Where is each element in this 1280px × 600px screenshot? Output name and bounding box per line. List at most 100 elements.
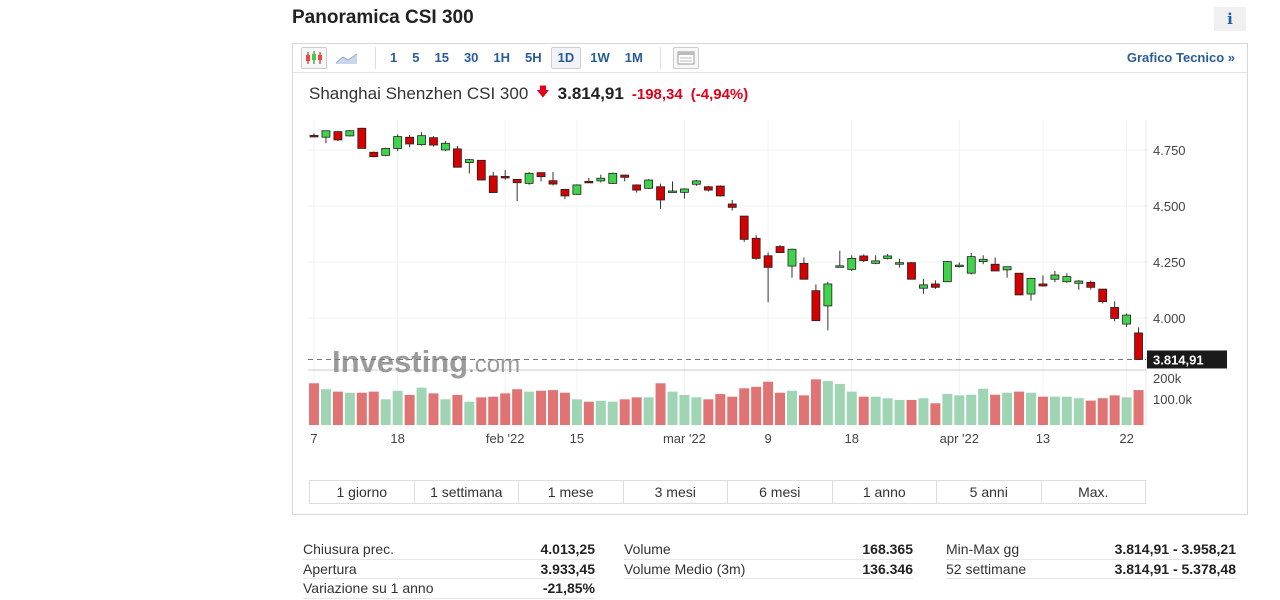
info-icon[interactable]: i: [1214, 7, 1246, 31]
candle-body: [357, 127, 367, 149]
candle: [680, 188, 689, 199]
x-tick-label: 15: [570, 431, 584, 446]
candle-body: [1038, 283, 1048, 287]
interval-1h[interactable]: 1H: [493, 50, 511, 65]
layout-icon[interactable]: [672, 47, 699, 69]
volume-bar: [488, 396, 499, 425]
candle-body: [405, 136, 415, 145]
down-arrow-icon: 🡇: [536, 84, 550, 99]
volume-bar: [1026, 392, 1036, 425]
candle-body: [333, 131, 343, 141]
candle-body: [990, 263, 1000, 272]
candle-body: [751, 237, 761, 259]
candle: [1026, 277, 1036, 301]
stat-label: Apertura: [303, 560, 357, 577]
volume-bar: [595, 400, 606, 425]
candle: [656, 183, 665, 209]
x-tick-label: 18: [845, 431, 859, 446]
range-button[interactable]: 1 giorno: [310, 481, 415, 503]
candle-body: [895, 262, 904, 265]
range-button[interactable]: 5 anni: [937, 481, 1042, 503]
range-button[interactable]: 1 settimana: [415, 481, 519, 503]
candle-body: [476, 159, 486, 181]
candle-body: [1074, 280, 1084, 284]
candle: [978, 255, 988, 265]
candlestick-chart[interactable]: 4.750 4.500 4.250 4.000 7 18 feb '22 15 mar '22 9…: [0, 0, 1280, 470]
stat-value: 4.013,25: [540, 541, 596, 557]
interval-5[interactable]: 5: [412, 50, 420, 65]
candle: [942, 260, 952, 283]
candle: [596, 174, 606, 183]
volume-bar: [751, 386, 762, 425]
volume-bar: [727, 396, 738, 425]
divider: [659, 47, 661, 69]
interval-15[interactable]: 15: [434, 50, 449, 65]
interval-30[interactable]: 30: [463, 50, 479, 65]
volume-bar: [583, 401, 594, 425]
candlestick-icon[interactable]: [301, 47, 327, 69]
volume-bar: [631, 397, 642, 425]
volume-bar: [559, 392, 570, 425]
candle-body: [321, 130, 331, 138]
interval-1m[interactable]: 1M: [624, 50, 643, 65]
candle-body: [907, 262, 916, 280]
candle-body: [536, 172, 546, 178]
range-button[interactable]: 3 mesi: [624, 481, 728, 503]
volume-bar: [452, 394, 463, 425]
candle-body: [596, 177, 606, 182]
y-tick-label: 4.750: [1153, 143, 1186, 158]
volume-bar: [667, 391, 678, 425]
candle-body: [512, 178, 522, 184]
volume-bar: [858, 396, 869, 425]
candle: [1122, 313, 1131, 327]
candle-body: [1110, 307, 1120, 319]
candle: [859, 254, 869, 263]
volume-bar: [416, 387, 427, 425]
volume-bar: [691, 397, 702, 425]
candle: [871, 255, 881, 265]
stat-label: 52 settimane: [946, 560, 1027, 577]
area-chart-icon[interactable]: [327, 51, 367, 65]
interval-1w[interactable]: 1W: [590, 50, 610, 65]
volume-bar: [320, 389, 331, 425]
interval-5h[interactable]: 5H: [525, 50, 542, 65]
candle: [966, 253, 976, 275]
volume-bar: [1097, 398, 1108, 425]
candle: [417, 132, 426, 146]
candle: [393, 134, 403, 152]
y-tick-label: 4.000: [1153, 311, 1186, 326]
candle-body: [548, 180, 558, 185]
interval-1d[interactable]: 1D: [550, 47, 582, 69]
stat-value: 168.365: [862, 541, 913, 557]
volume-tick-label: 100.0k: [1153, 392, 1193, 407]
volume-bar: [1085, 400, 1096, 425]
volume-bar: [548, 390, 558, 425]
volume-bar: [715, 394, 726, 425]
stat-label: Min-Max gg: [946, 541, 1020, 557]
range-button[interactable]: 1 mese: [519, 481, 624, 503]
technical-chart-link[interactable]: Grafico Tecnico »: [1126, 50, 1235, 65]
range-button[interactable]: 6 mesi: [728, 481, 833, 503]
volume-bar: [834, 383, 845, 425]
candle: [405, 134, 415, 148]
candle-body: [931, 283, 940, 288]
volume-bar: [428, 393, 439, 425]
candle-body: [883, 255, 892, 259]
candle: [931, 280, 940, 289]
volume-bar: [440, 399, 451, 425]
candle: [381, 147, 391, 157]
candle: [954, 262, 964, 268]
volume-bar: [1061, 396, 1072, 425]
candle: [1038, 275, 1048, 287]
candle-body: [1014, 272, 1024, 296]
range-button[interactable]: 1 anno: [833, 481, 937, 503]
candle: [369, 151, 379, 158]
candle: [847, 255, 857, 271]
candle-body: [823, 283, 833, 307]
candle-body: [620, 174, 630, 178]
range-button[interactable]: Max.: [1078, 484, 1109, 500]
candle-body: [1098, 288, 1108, 303]
instrument-name: Shanghai Shenzhen CSI 300: [309, 84, 529, 103]
interval-1[interactable]: 1: [390, 50, 398, 65]
candle: [692, 180, 701, 186]
